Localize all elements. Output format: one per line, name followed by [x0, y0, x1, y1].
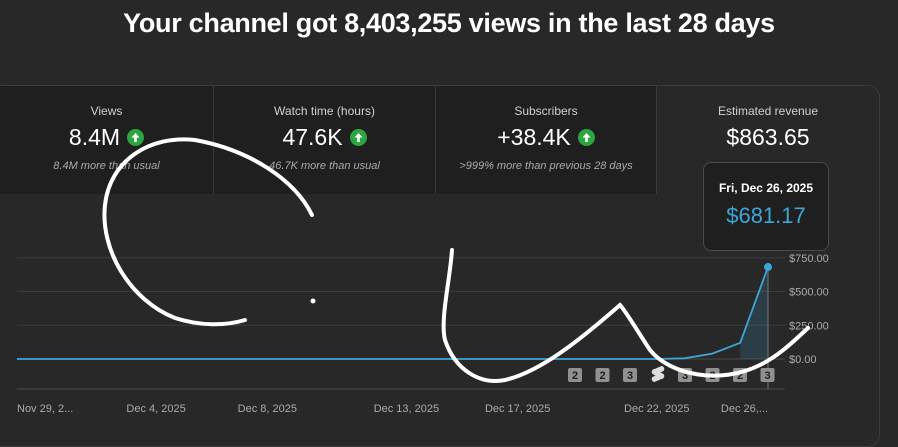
chart-tooltip: Fri, Dec 26, 2025 $681.17	[703, 162, 829, 251]
metric-tab-subscribers[interactable]: Subscribers +38.4K >999% more than previ…	[436, 86, 657, 194]
metric-label: Watch time (hours)	[274, 104, 375, 118]
tooltip-date: Fri, Dec 26, 2025	[718, 181, 814, 195]
tooltip-value: $681.17	[726, 203, 806, 228]
metric-label: Subscribers	[514, 104, 578, 118]
metric-value: $863.65	[726, 124, 810, 150]
video-marker[interactable]: 2	[595, 368, 610, 382]
series-line	[17, 266, 769, 360]
video-marker[interactable]: 2	[733, 368, 747, 382]
page-title: Your channel got 8,403,255 views in the …	[123, 8, 775, 38]
video-marker-count: 2	[737, 370, 743, 382]
x-tick-label: Dec 17, 2025	[485, 403, 550, 415]
video-marker-count: 2	[709, 370, 715, 382]
video-marker[interactable]: 3	[760, 368, 775, 382]
x-tick-label: Dec 8, 2025	[238, 403, 297, 415]
video-marker-count: 2	[572, 370, 578, 382]
video-marker-count: 3	[764, 370, 770, 382]
x-tick-label: Dec 22, 2025	[624, 403, 689, 415]
metric-label: Views	[90, 104, 123, 118]
up-arrow-icon	[577, 129, 595, 146]
metric-label: Estimated revenue	[717, 104, 819, 118]
y-tick-label: $0.00	[789, 354, 817, 366]
video-marker[interactable]: 2	[568, 368, 582, 382]
y-tick-label: $250.00	[789, 320, 829, 332]
video-marker-count: 3	[627, 370, 633, 382]
video-marker[interactable]: 2	[705, 368, 720, 382]
video-marker[interactable]: 3	[678, 368, 692, 382]
x-tick-label: Dec 26,...	[721, 403, 768, 415]
y-tick-label: $500.00	[789, 287, 829, 299]
video-marker[interactable]: 3	[623, 368, 637, 382]
video-marker-count: 2	[599, 370, 605, 382]
metric-comparison: >999% more than previous 28 days	[459, 160, 633, 172]
metric-value: +38.4K	[497, 124, 571, 150]
up-arrow-icon	[349, 129, 367, 146]
x-tick-label: Dec 13, 2025	[374, 403, 439, 415]
x-tick-label: Nov 29, 2...	[17, 403, 73, 415]
y-tick-label: $750.00	[789, 253, 829, 265]
x-tick-label: Dec 4, 2025	[126, 403, 185, 415]
metric-tab-revenue[interactable]: Estimated revenue $863.65	[657, 86, 879, 194]
data-point	[764, 263, 772, 272]
video-marker-count: 3	[682, 370, 688, 382]
shorts-icon[interactable]	[651, 366, 665, 382]
